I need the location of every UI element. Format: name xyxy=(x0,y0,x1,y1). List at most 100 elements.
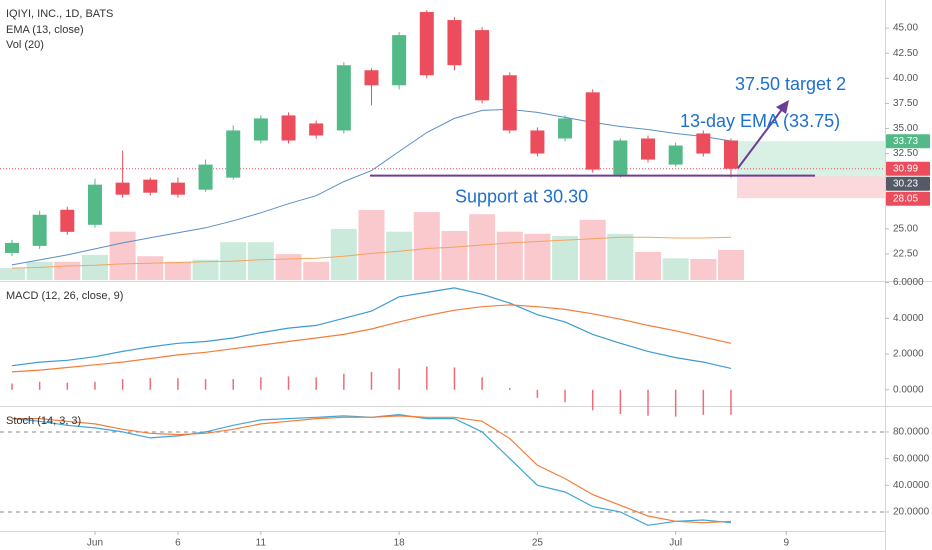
candle-body xyxy=(530,130,545,154)
profit-zone xyxy=(736,141,885,177)
volume-bar xyxy=(137,256,164,280)
indicator-line xyxy=(12,415,732,524)
y-tick-label: 25.00 xyxy=(893,223,918,234)
candle-body xyxy=(723,140,738,169)
plot-layer xyxy=(5,10,815,526)
volume-bar xyxy=(303,261,330,280)
candle-body xyxy=(364,70,379,86)
volume-bar xyxy=(552,235,579,280)
volume-bar xyxy=(81,254,108,280)
price-label-box xyxy=(886,161,930,176)
y-tick-label: 80.0000 xyxy=(893,427,930,438)
y-tick-label: 20.0000 xyxy=(893,507,930,518)
candle-body xyxy=(60,209,75,232)
volume-bar xyxy=(441,231,468,280)
volume-bar xyxy=(0,268,26,280)
y-tick-label: 42.50 xyxy=(893,48,918,59)
x-tick-label: 6 xyxy=(175,538,181,549)
candle-body xyxy=(32,214,47,246)
candle-body xyxy=(281,115,296,141)
background-layer xyxy=(0,27,889,535)
arrow-head xyxy=(776,100,789,114)
annotation: 37.50 target 2 xyxy=(735,74,846,94)
y-tick-label: 0.0000 xyxy=(893,384,924,395)
y-tick-label: 37.50 xyxy=(893,98,918,109)
y-tick-label: 2.0000 xyxy=(893,349,924,360)
volume-bar xyxy=(690,259,717,280)
y-tick-label: 45.00 xyxy=(893,23,918,34)
y-tick-label: 35.00 xyxy=(893,123,918,134)
candle-body xyxy=(475,30,490,101)
price-label: 30.23 xyxy=(893,178,918,189)
price-label-box xyxy=(886,134,930,149)
loss-zone xyxy=(736,176,885,199)
candle-body xyxy=(336,65,351,131)
y-tick-label: 40.00 xyxy=(893,73,918,84)
candle-body xyxy=(668,145,683,165)
volume-bar xyxy=(192,259,219,280)
candle-body xyxy=(392,35,407,86)
overlay-layer: 37.50 target 2 13-day EMA (33.75) IQIYI,… xyxy=(6,8,930,549)
ema-line xyxy=(11,108,732,266)
arrow-shaft xyxy=(737,107,784,169)
volume-bar xyxy=(662,258,689,280)
volume-bar xyxy=(164,261,191,280)
legend-entry: EMA (13, close) xyxy=(6,24,84,36)
volume-bar xyxy=(496,231,523,280)
indicator-line xyxy=(11,304,732,373)
support-label: Support at 30.30 xyxy=(455,186,588,206)
volume-bar xyxy=(26,261,53,280)
volume-bar xyxy=(109,231,136,280)
candle-body xyxy=(613,140,628,175)
candle-body xyxy=(253,118,268,141)
candle-body xyxy=(115,182,130,195)
volume-bar xyxy=(607,233,634,280)
indicator-line xyxy=(11,287,732,369)
volume-bar xyxy=(54,261,81,280)
candle-body xyxy=(309,123,324,136)
candle-body xyxy=(502,75,517,131)
y-tick-label: 60.0000 xyxy=(893,453,930,464)
candle-body xyxy=(641,138,656,160)
volume-bar xyxy=(469,214,496,280)
price-label: 33.73 xyxy=(893,136,918,147)
candle-body xyxy=(198,164,213,190)
panel-title: Stoch (14, 3, 3) xyxy=(6,415,81,427)
x-tick-label: 11 xyxy=(256,538,267,549)
volume-bar xyxy=(579,219,606,280)
price-label-box xyxy=(886,176,930,191)
y-tick-label: 6.0000 xyxy=(893,277,924,288)
volume-bar xyxy=(635,252,662,280)
x-tick-label: Jul xyxy=(669,538,682,549)
volume-bar xyxy=(275,254,302,280)
volume-bar xyxy=(247,242,274,280)
x-tick-label: 18 xyxy=(394,538,406,549)
volume-bar xyxy=(358,210,385,280)
volume-ma-line xyxy=(11,236,732,269)
x-tick-label: 25 xyxy=(532,538,544,549)
y-tick-label: 22.50 xyxy=(893,249,918,260)
volume-bar xyxy=(386,231,413,280)
legend-entry: Vol (20) xyxy=(6,39,44,51)
price-label-box xyxy=(886,191,930,206)
candle-body xyxy=(585,92,600,170)
y-tick-label: 40.0000 xyxy=(893,480,930,491)
chart-title: IQIYI, INC., 1D, BATS xyxy=(6,8,113,20)
candle-body xyxy=(558,118,573,139)
candle-body xyxy=(87,184,102,225)
candle-body xyxy=(696,133,711,154)
candle-body xyxy=(226,130,241,178)
candle-body xyxy=(170,182,185,195)
y-tick-label: 4.0000 xyxy=(893,313,924,324)
annotation: 13-day EMA (33.75) xyxy=(680,111,840,131)
candle-body xyxy=(143,179,158,193)
x-tick-label: 9 xyxy=(783,538,789,549)
price-label: 28.05 xyxy=(893,193,918,204)
candle-body xyxy=(5,242,20,253)
volume-bar xyxy=(717,249,744,280)
price-label: 30.99 xyxy=(893,163,918,174)
volume-bar xyxy=(330,228,357,280)
